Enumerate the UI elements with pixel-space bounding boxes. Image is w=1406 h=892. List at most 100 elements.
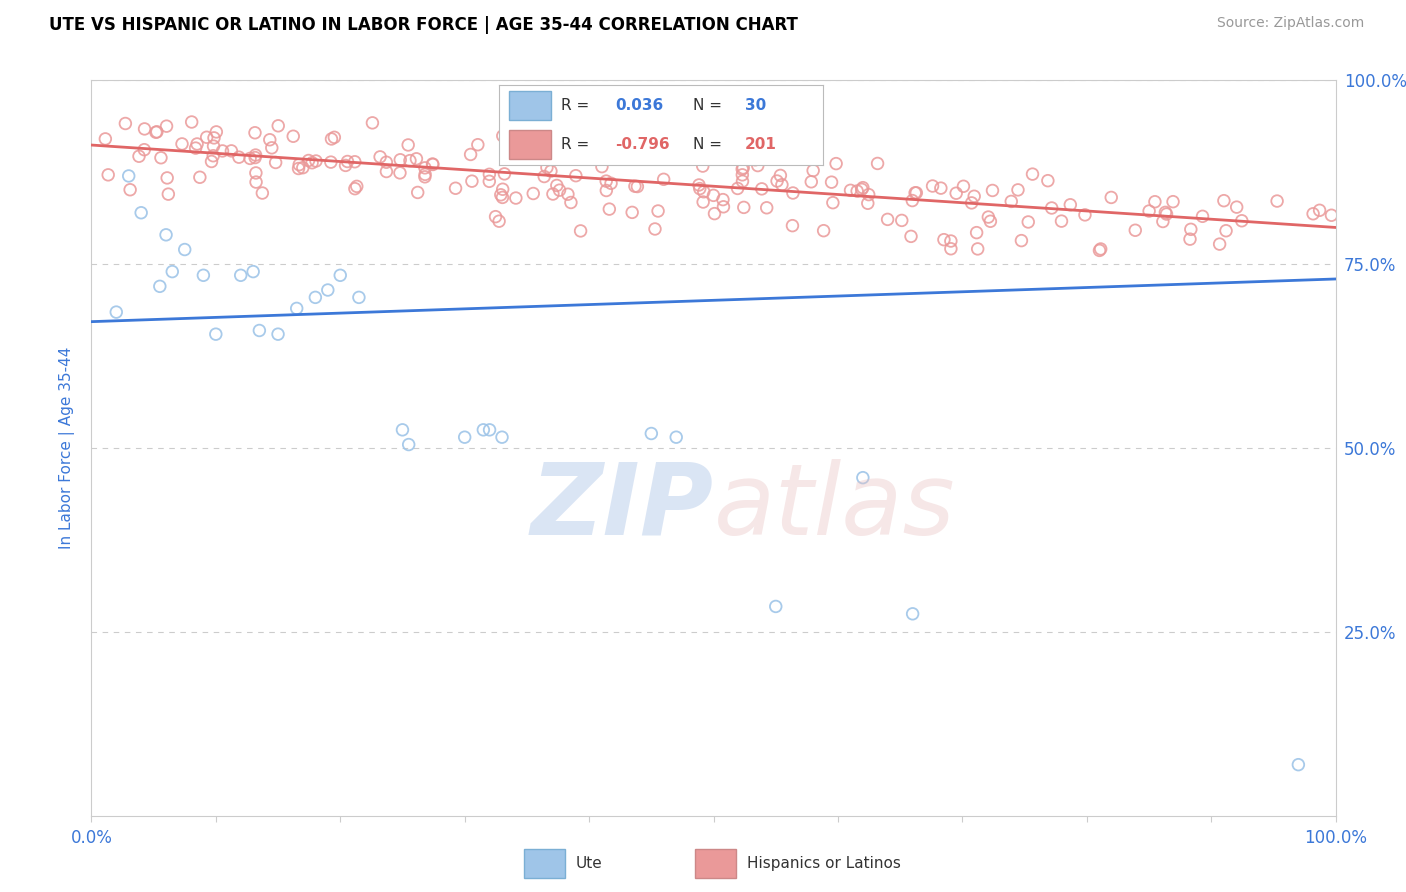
Point (188, 170, 211, 185)
Point (1000, 194, 1022, 209)
Point (229, 268, 252, 283)
Point (1099, 190, 1122, 204)
Point (375, 164, 398, 178)
Point (347, 290, 370, 304)
Point (1021, 167, 1043, 181)
Point (128, 149, 150, 163)
Text: 0.036: 0.036 (616, 98, 664, 113)
Point (782, 186, 804, 200)
Point (149, 279, 172, 293)
Point (932, 233, 955, 247)
Point (467, 137, 489, 152)
Point (422, 157, 444, 171)
Point (413, 161, 436, 175)
Point (766, 174, 789, 188)
Point (205, 125, 228, 139)
Point (688, 178, 710, 192)
Point (682, 151, 704, 165)
Point (453, 430, 475, 444)
Point (94, 132, 117, 146)
Point (747, 159, 769, 173)
Point (343, 154, 366, 169)
Point (97, 168, 120, 182)
Point (391, 423, 413, 437)
Point (1123, 223, 1146, 237)
Point (731, 162, 754, 177)
Point (702, 188, 724, 202)
Point (283, 129, 305, 144)
Point (413, 169, 436, 184)
Point (259, 133, 281, 147)
Point (591, 160, 613, 174)
Point (977, 210, 1000, 224)
Point (1143, 194, 1166, 209)
Point (1265, 194, 1288, 208)
Point (505, 191, 527, 205)
Point (305, 153, 328, 168)
Point (260, 141, 283, 155)
Point (478, 423, 501, 437)
Point (444, 181, 467, 195)
Point (689, 181, 711, 195)
Point (744, 153, 766, 167)
Point (692, 194, 714, 209)
Point (301, 155, 323, 169)
Point (821, 195, 844, 210)
Point (242, 265, 264, 279)
Point (494, 167, 516, 181)
Point (304, 290, 326, 304)
Point (676, 147, 699, 161)
Point (731, 174, 754, 188)
Point (851, 182, 873, 196)
Point (541, 187, 564, 202)
Point (162, 265, 184, 279)
Point (1320, 208, 1343, 222)
Point (336, 154, 359, 169)
Text: UTE VS HISPANIC OR LATINO IN LABOR FORCE | AGE 35-44 CORRELATION CHART: UTE VS HISPANIC OR LATINO IN LABOR FORCE… (49, 16, 799, 34)
Point (1178, 232, 1201, 246)
Point (981, 184, 1004, 198)
Text: N =: N = (693, 98, 727, 113)
Point (343, 182, 366, 196)
Point (735, 136, 758, 151)
Point (422, 157, 444, 171)
Point (711, 193, 734, 207)
Point (658, 146, 681, 161)
Point (1036, 174, 1059, 188)
Point (900, 229, 922, 244)
Point (598, 202, 620, 216)
Point (1215, 224, 1237, 238)
Point (1137, 204, 1160, 219)
Text: Hispanics or Latinos: Hispanics or Latinos (747, 856, 901, 871)
Point (647, 204, 669, 219)
Point (105, 305, 128, 319)
Text: R =: R = (561, 136, 593, 152)
Point (731, 168, 754, 182)
Point (287, 161, 309, 176)
Text: R =: R = (561, 98, 593, 113)
Point (876, 212, 898, 227)
Point (733, 161, 755, 175)
Point (120, 183, 142, 197)
Point (478, 167, 501, 181)
Point (569, 224, 592, 238)
Point (491, 430, 513, 444)
Point (484, 210, 506, 224)
Point (134, 143, 156, 157)
Point (536, 161, 558, 175)
Point (368, 150, 391, 164)
Point (522, 186, 544, 201)
Point (319, 155, 342, 169)
Point (769, 169, 792, 183)
Point (846, 184, 869, 198)
Point (755, 201, 778, 215)
Point (733, 201, 755, 215)
Point (264, 155, 287, 169)
Point (1088, 244, 1111, 258)
Point (180, 115, 202, 129)
Point (540, 164, 562, 178)
Point (335, 158, 357, 172)
Point (170, 136, 193, 151)
Point (801, 163, 824, 178)
Point (905, 186, 928, 200)
